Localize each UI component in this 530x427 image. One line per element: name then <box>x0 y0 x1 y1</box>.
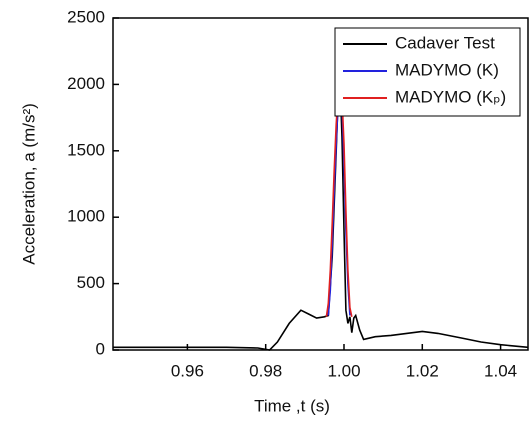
x-tick-label: 1.00 <box>327 361 360 380</box>
x-axis-label: Time ,t (s) <box>254 396 330 415</box>
x-tick-label: 1.02 <box>406 361 439 380</box>
y-tick-label: 2000 <box>67 74 105 93</box>
x-tick-label: 1.04 <box>484 361 517 380</box>
data-line <box>327 90 351 316</box>
data-line <box>113 81 529 351</box>
x-tick-label: 0.98 <box>249 361 282 380</box>
data-line <box>325 86 353 317</box>
y-tick-label: 500 <box>77 273 105 292</box>
legend-label: Cadaver Test <box>395 33 495 52</box>
legend-label: MADYMO (Kₚ) <box>395 87 506 106</box>
y-tick-label: 1000 <box>67 207 105 226</box>
y-axis-label: Acceleration, a (m/s²) <box>19 103 38 265</box>
y-tick-label: 1500 <box>67 140 105 159</box>
y-tick-label: 2500 <box>67 7 105 26</box>
plot-frame <box>112 17 529 351</box>
y-tick-label: 0 <box>96 339 105 358</box>
legend-label: MADYMO (K) <box>395 60 499 79</box>
x-tick-label: 0.96 <box>171 361 204 380</box>
